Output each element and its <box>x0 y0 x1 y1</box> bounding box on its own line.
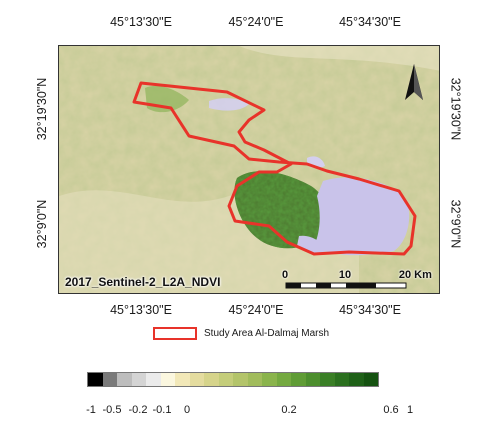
bottom-longitude-label: 45°34'30"E <box>339 303 401 317</box>
right-latitude-label: 32°9'0"N <box>448 199 463 249</box>
scale-bar-graphic <box>285 282 407 289</box>
ramp-swatch <box>102 373 117 386</box>
ramp-label: 1 <box>406 404 414 416</box>
ndvi-raster <box>59 46 439 293</box>
ramp-swatch <box>363 373 378 386</box>
right-latitude-label: 32°19'30"N <box>448 77 463 141</box>
ndvi-color-ramp <box>87 372 379 387</box>
top-longitude-label: 45°24'0"E <box>228 15 284 29</box>
scale-tick-20: 20 <box>398 269 412 281</box>
ramp-swatch <box>349 373 364 386</box>
ramp-swatch <box>320 373 335 386</box>
ramp-swatch <box>189 373 204 386</box>
study-area-legend-symbol <box>153 327 197 340</box>
ramp-swatch <box>233 373 248 386</box>
top-longitude-label: 45°34'30"E <box>339 15 401 29</box>
ramp-swatch <box>276 373 291 386</box>
map-label: 2017_Sentinel-2_L2A_NDVI <box>65 275 221 289</box>
water-body <box>314 177 410 256</box>
ramp-swatch <box>175 373 190 386</box>
ramp-swatch <box>131 373 146 386</box>
north-arrow-icon <box>401 60 427 106</box>
ramp-swatch <box>146 373 161 386</box>
scale-unit: Km <box>414 269 432 281</box>
top-longitude-label: 45°13'30"E <box>110 15 172 29</box>
scale-tick-10: 10 <box>338 269 352 281</box>
left-latitude-label: 32°19'30"N <box>34 77 49 141</box>
left-latitude-label: 32°9'0"N <box>34 199 49 249</box>
study-area-outline <box>132 81 417 256</box>
ramp-label: -0.1 <box>152 404 172 416</box>
ramp-label: 0 <box>183 404 191 416</box>
ramp-swatch <box>262 373 277 386</box>
ramp-swatch <box>305 373 320 386</box>
bottom-longitude-label: 45°24'0"E <box>228 303 284 317</box>
ramp-swatch <box>117 373 132 386</box>
ramp-swatch <box>160 373 175 386</box>
ramp-swatch <box>218 373 233 386</box>
ramp-swatch <box>291 373 306 386</box>
ramp-swatch <box>247 373 262 386</box>
ramp-swatch <box>88 373 103 386</box>
ramp-swatch <box>204 373 219 386</box>
bottom-longitude-label: 45°13'30"E <box>110 303 172 317</box>
ramp-swatch <box>334 373 349 386</box>
scale-bar: 0 10 20 Km <box>281 269 435 291</box>
ramp-label: -1 <box>86 404 96 416</box>
ramp-label: -0.2 <box>128 404 148 416</box>
study-area-legend-label: Study Area Al-Dalmaj Marsh <box>204 328 330 339</box>
ndvi-map: 0 10 20 Km 2017_Sentinel-2_L2A_NDVI <box>58 45 440 294</box>
ramp-label: -0.5 <box>102 404 122 416</box>
scale-tick-0: 0 <box>281 269 289 281</box>
ramp-label: 0.6 <box>383 404 399 416</box>
ramp-label: 0.2 <box>281 404 297 416</box>
